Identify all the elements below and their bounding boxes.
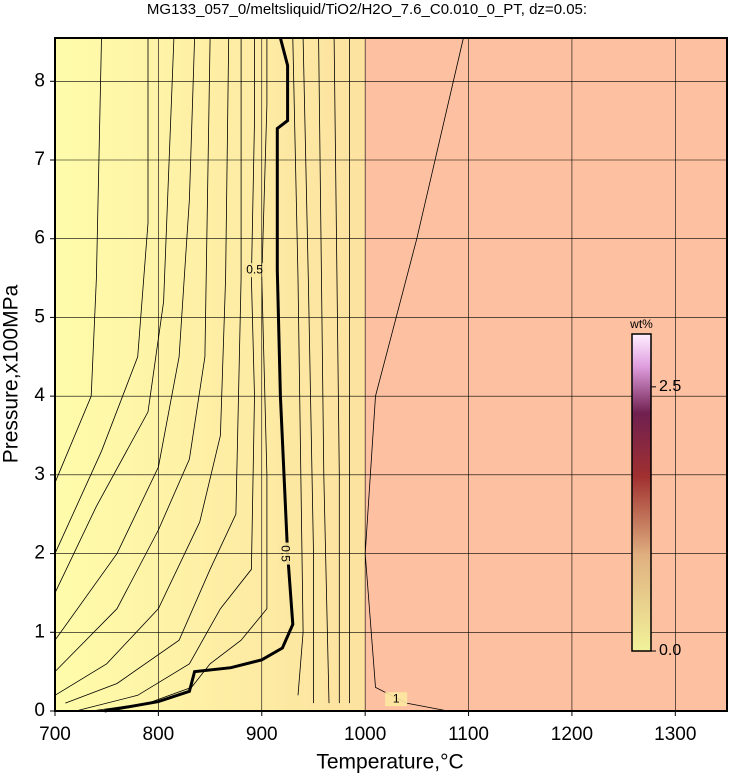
contour-label-group: 1 [385,691,408,707]
contour-line [91,38,268,712]
contour-line [54,37,195,641]
contour-label-group: 0.5 [243,262,266,278]
contour-line [104,37,295,713]
colorbar-tick-label: 0.0 [659,642,681,659]
x-axis-label: Temperature,°C [316,751,463,774]
x-tick-label: 1300 [654,724,696,745]
x-tick-label: 800 [143,724,175,745]
field-hot [365,38,727,711]
contour-label-bg [243,263,266,278]
contour-line [54,37,211,672]
contour-line [292,37,304,696]
y-axis-label: Pressure,x100MPa [0,284,23,463]
contour-label: 0.5 [246,262,263,276]
contour-line [54,38,149,554]
colorbar-tick-label: 2.5 [659,378,681,395]
y-tick-label: 1 [34,621,45,642]
x-tick-label: 1200 [551,724,593,745]
contour-line [75,38,255,712]
contour-line [302,37,314,704]
chart-title: MG133_057_0/meltsliquid/TiO2/H2O_7.6_C0.… [147,1,587,18]
y-tick-label: 2 [34,543,45,564]
plot-frame [54,37,728,712]
colorbar [631,333,652,652]
field-warm [55,38,366,711]
x-tick-label: 900 [246,724,278,745]
y-tick-label: 6 [34,228,45,249]
y-tick-label: 5 [34,306,45,327]
y-tick-label: 7 [34,149,45,170]
y-tick-label: 3 [34,464,45,485]
contour-line [65,38,242,704]
contour-line [54,37,102,483]
y-tick-label: 4 [34,385,45,406]
y-tick-label: 0 [34,700,45,721]
contour-label-bg [385,692,408,707]
x-tick-label: 700 [39,724,71,745]
colorbar-label: wt% [629,317,653,331]
x-tick-label: 1100 [448,724,489,745]
contour-line [54,37,230,696]
y-tick-label: 8 [34,70,45,91]
contour-line [54,37,175,594]
x-tick-label: 1000 [344,724,386,745]
contour-label: 1 [393,691,400,705]
